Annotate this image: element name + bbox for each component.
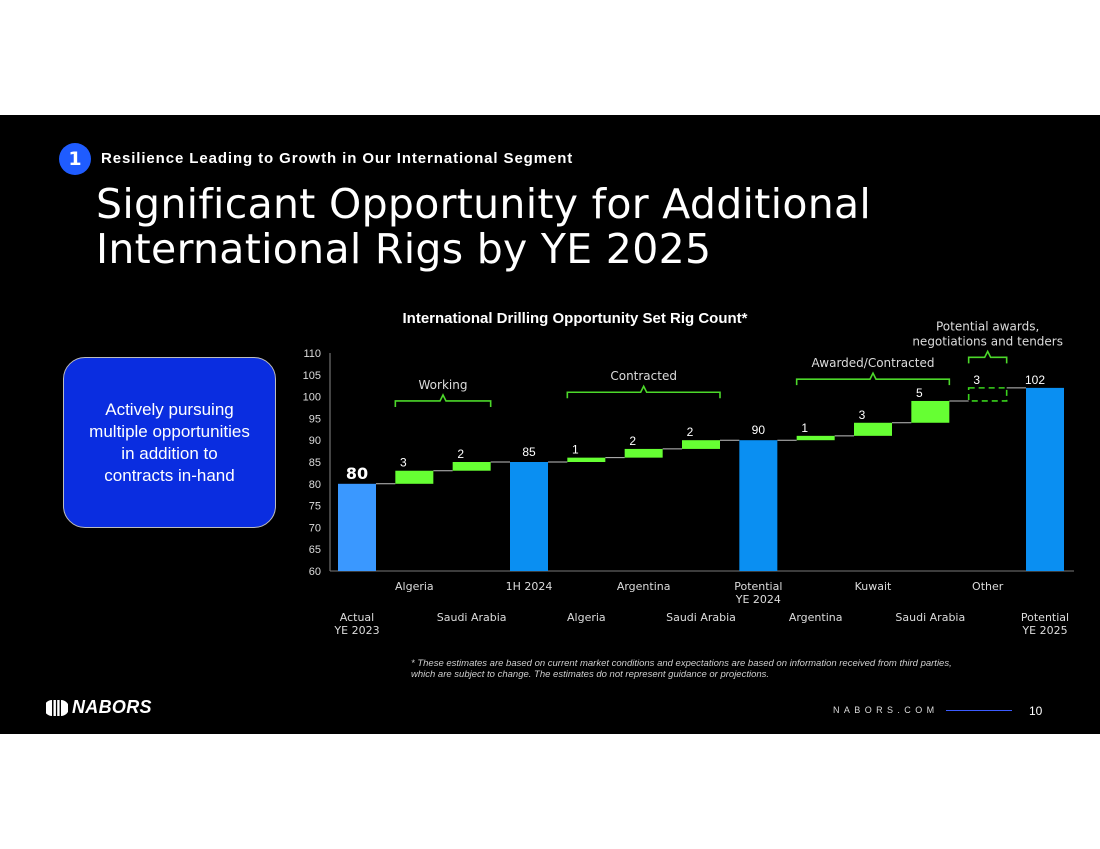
x-category-label: Actual [340, 611, 374, 624]
y-tick-label: 60 [309, 566, 321, 578]
y-tick-label: 105 [303, 370, 321, 382]
page-title-line-2: International Rigs by YE 2025 [96, 225, 712, 273]
x-category-label: Algeria [567, 611, 606, 624]
bar-value-label: 90 [752, 423, 766, 437]
section-subtitle: Resilience Leading to Growth in Our Inte… [101, 150, 574, 167]
bar-total [739, 440, 778, 571]
bar-value-label: 2 [629, 434, 636, 448]
bar-increase [567, 457, 606, 462]
bar-value-label: 2 [457, 447, 464, 461]
y-tick-label: 100 [303, 392, 321, 404]
x-category-label: YE 2023 [333, 624, 379, 637]
y-tick-label: 80 [309, 479, 321, 491]
bracket-label: Working [419, 378, 468, 392]
x-category-label: Algeria [395, 580, 434, 593]
bracket-label: Awarded/Contracted [812, 356, 935, 370]
section-number-badge: 1 [59, 143, 91, 175]
bar-increase [682, 440, 720, 449]
bracket-label: Potential awards, [936, 319, 1039, 333]
bar-increase [624, 448, 663, 458]
bar-total [1026, 387, 1064, 571]
x-category-label: Potential [734, 580, 782, 593]
x-category-label: Saudi Arabia [666, 611, 736, 624]
y-tick-label: 65 [309, 544, 321, 556]
footnote: * These estimates are based on current m… [411, 658, 952, 680]
x-category-label: 1H 2024 [506, 580, 553, 593]
y-tick-label: 75 [309, 501, 321, 513]
x-category-label: Argentina [789, 611, 843, 624]
x-category-label: Saudi Arabia [895, 611, 965, 624]
bracket-shape [394, 393, 492, 407]
bar-increase [395, 470, 434, 484]
bar-value-label: 1 [572, 443, 579, 457]
logo-wordmark: NABORS [72, 697, 152, 717]
chart-title: International Drilling Opportunity Set R… [403, 310, 748, 327]
y-tick-label: 95 [309, 413, 321, 425]
page-number: 10 [1029, 704, 1043, 718]
bar-value-label: 5 [916, 386, 923, 400]
bar-value-label: 85 [522, 445, 536, 459]
y-tick-label: 85 [309, 457, 321, 469]
y-tick-label: 110 [303, 348, 321, 360]
nabors-logo-icon [46, 699, 68, 716]
bar-value-label: 102 [1025, 373, 1045, 387]
callout-text: Actively pursuing multiple opportunities… [89, 399, 250, 485]
callout-box: Actively pursuing multiple opportunities… [63, 357, 276, 528]
bar-increase [452, 462, 491, 471]
bracket-shape [967, 349, 1008, 364]
bracket-shape [795, 371, 951, 386]
y-tick-label: 70 [309, 522, 321, 534]
bar-increase [911, 400, 950, 423]
x-category-label: Potential [1021, 611, 1069, 624]
bar-value-label: 80 [346, 464, 368, 483]
waterfall-chart: International Drilling Opportunity Set R… [303, 310, 1074, 637]
website-label[interactable]: NABORS.COM [833, 705, 939, 715]
bar-total [338, 483, 376, 571]
y-tick-label: 90 [309, 435, 321, 447]
x-category-label: Saudi Arabia [437, 611, 507, 624]
x-category-label: Argentina [617, 580, 671, 593]
x-category-label: YE 2025 [1021, 624, 1067, 637]
bar-value-label: 3 [400, 456, 407, 470]
page-title: Significant Opportunity for Additional I… [96, 182, 871, 272]
bar-total [510, 462, 548, 571]
bar-value-label: 3 [859, 408, 866, 422]
x-category-label: YE 2024 [735, 593, 781, 606]
bar-increase [854, 422, 892, 436]
bracket-shape [566, 384, 721, 399]
bracket-label: Contracted [610, 369, 677, 383]
nabors-logo: NABORS [46, 697, 152, 718]
website-underline [946, 710, 1012, 711]
page-title-line-1: Significant Opportunity for Additional [96, 180, 872, 228]
bar-increase [796, 435, 835, 441]
bar-value-label: 2 [687, 425, 694, 439]
bar-value-label: 3 [973, 373, 980, 387]
x-category-label: Kuwait [855, 580, 892, 593]
bar-potential [967, 387, 1008, 402]
x-category-label: Other [972, 580, 1004, 593]
bar-value-label: 1 [801, 421, 808, 435]
bracket-label: negotiations and tenders [912, 334, 1063, 348]
